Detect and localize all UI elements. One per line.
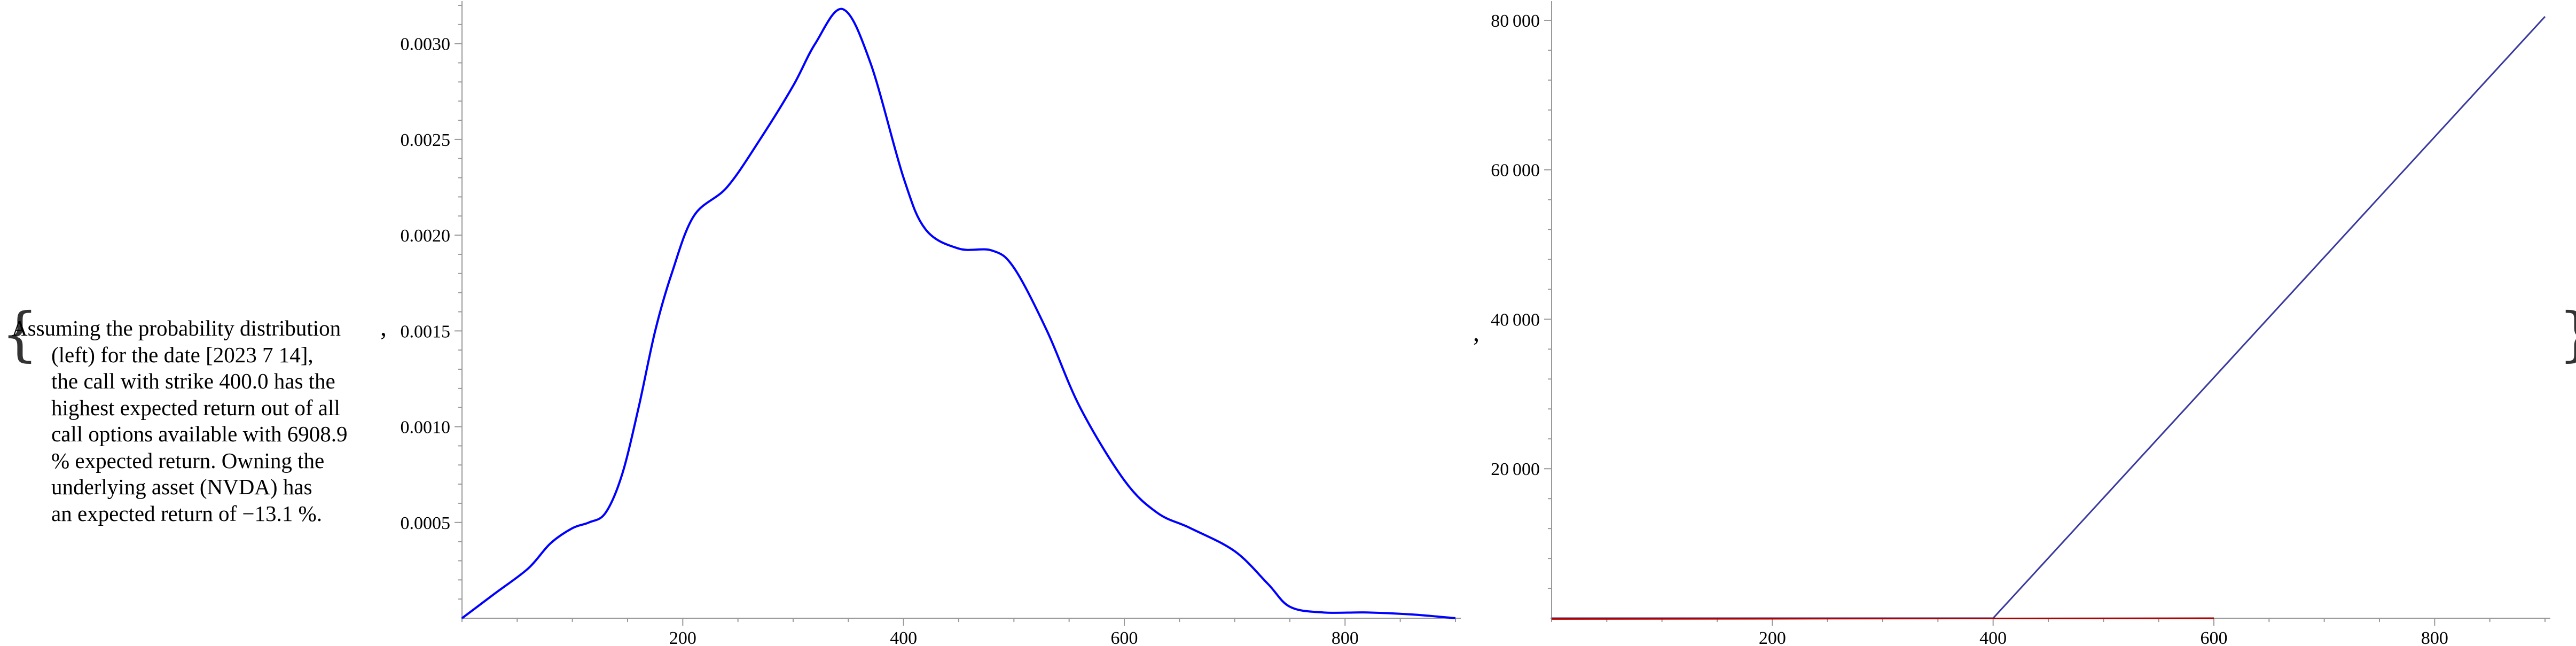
description-line: underlying asset (NVDA) has xyxy=(51,474,312,499)
description-line: % expected return. Owning the xyxy=(51,448,325,473)
description-line: highest expected return out of all xyxy=(51,395,340,420)
x-tick-label: 600 xyxy=(1111,628,1138,646)
y-tick-label: 40 000 xyxy=(1491,310,1540,330)
y-tick-label: 0.0005 xyxy=(401,513,451,533)
x-tick-label: 800 xyxy=(2421,628,2448,646)
y-tick-label: 0.0030 xyxy=(401,35,451,55)
x-tick-label: 400 xyxy=(1979,628,2007,646)
close-brace: } xyxy=(2558,305,2576,363)
series-line-0 xyxy=(1552,15,2546,619)
y-tick-label: 80 000 xyxy=(1491,11,1540,31)
separator-comma: , xyxy=(1473,318,1479,347)
y-tick-label: 0.0020 xyxy=(401,226,451,246)
description-line: call options available with 6908.9 xyxy=(51,422,348,446)
description-line: Assuming the probability distribution xyxy=(12,316,341,340)
x-tick-label: 600 xyxy=(2201,628,2228,646)
separator-comma: , xyxy=(380,313,387,341)
y-tick-label: 0.0010 xyxy=(401,418,451,438)
y-tick-label: 0.0015 xyxy=(401,322,451,341)
x-tick-label: 400 xyxy=(890,628,917,646)
x-tick-label: 200 xyxy=(1759,628,1786,646)
open-brace: { xyxy=(1,300,38,368)
series-line-0 xyxy=(461,7,1456,619)
y-tick-label: 60 000 xyxy=(1491,161,1540,181)
series-line-1 xyxy=(1551,617,2214,620)
x-tick-label: 800 xyxy=(1332,628,1359,646)
description-line: (left) for the date [2023 7 14], xyxy=(51,342,314,367)
y-tick-label: 0.0025 xyxy=(401,130,451,150)
description-text: Assuming the probability distribution (l… xyxy=(12,315,380,527)
expected-return-chart: 200 400 600 800 20 000 40 000 60 000 80 000 xyxy=(1491,1,2550,646)
x-tick-label: 200 xyxy=(669,628,696,646)
description-line: an expected return of −13.1 %. xyxy=(51,501,322,526)
probability-distribution-chart: 200 400 600 800 0.0005 0.0010 0.0015 0.0020 0.00… xyxy=(401,1,1461,646)
y-tick-label: 20 000 xyxy=(1491,460,1540,479)
description-line: the call with strike 400.0 has the xyxy=(51,369,335,393)
